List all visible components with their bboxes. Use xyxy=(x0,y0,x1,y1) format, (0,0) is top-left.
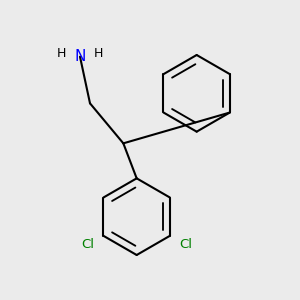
Text: N: N xyxy=(74,49,86,64)
Text: Cl: Cl xyxy=(179,238,192,251)
Text: H: H xyxy=(57,47,66,60)
Text: Cl: Cl xyxy=(81,238,94,251)
Text: H: H xyxy=(94,47,103,60)
